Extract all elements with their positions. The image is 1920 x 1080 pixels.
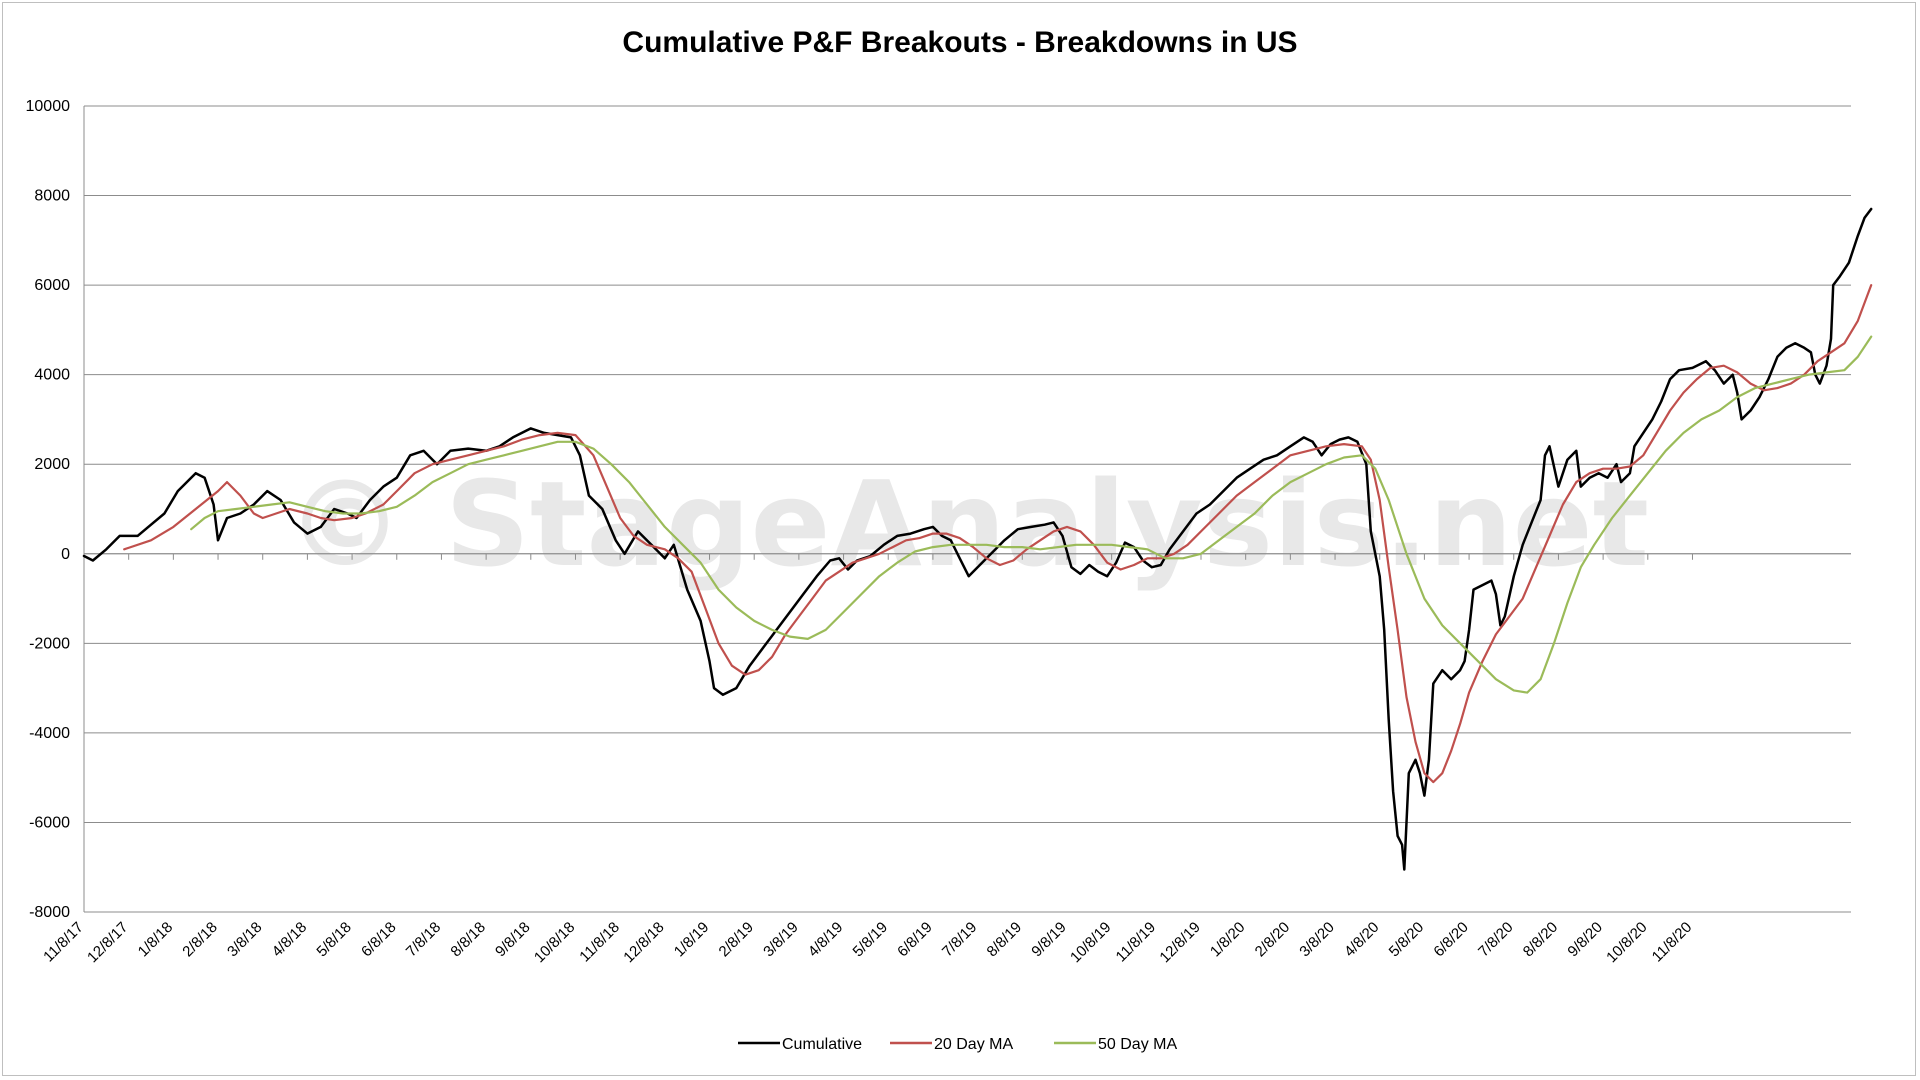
series-line-cumulative [82, 207, 1873, 871]
x-tick-label: 4/8/20 [1341, 919, 1383, 961]
x-tick-label: 3/8/19 [760, 919, 802, 961]
x-tick-label: 3/8/18 [224, 919, 266, 961]
x-tick-label: 1/8/18 [135, 919, 177, 961]
x-tick-label: 12/8/17 [84, 919, 131, 966]
y-tick-label: 8000 [34, 188, 70, 205]
x-tick-label: 5/8/19 [850, 919, 892, 961]
x-tick-label: 8/8/20 [1520, 919, 1562, 961]
y-tick-label: -8000 [29, 904, 70, 921]
x-tick-label: 11/8/19 [1113, 919, 1160, 966]
legend-label: Cumulative [782, 1036, 862, 1053]
x-tick-label: 7/8/18 [403, 919, 445, 961]
x-tick-label: 11/8/18 [576, 919, 623, 966]
x-tick-label: 11/8/17 [40, 919, 87, 966]
chart-title: Cumulative P&F Breakouts - Breakdowns in… [622, 26, 1298, 59]
x-tick-label: 2/8/20 [1252, 919, 1294, 961]
y-tick-label: -6000 [29, 814, 70, 831]
y-tick-label: 10000 [26, 98, 71, 115]
series-line-20-day-ma [123, 284, 1873, 784]
x-tick-label: 12/8/19 [1156, 919, 1203, 966]
x-tick-label: 4/8/19 [805, 919, 847, 961]
x-tick-label: 2/8/18 [179, 919, 221, 961]
x-tick-label: 11/8/20 [1649, 919, 1696, 966]
x-tick-label: 5/8/18 [313, 919, 355, 961]
x-tick-label: 8/8/18 [447, 919, 489, 961]
x-tick-label: 9/8/18 [492, 919, 534, 961]
x-tick-label: 3/8/20 [1296, 919, 1338, 961]
legend-label: 50 Day MA [1098, 1036, 1177, 1053]
legend-label: 20 Day MA [934, 1036, 1013, 1053]
x-tick-label: 7/8/19 [939, 919, 981, 961]
x-tick-label: 4/8/18 [269, 919, 311, 961]
y-tick-label: -4000 [29, 725, 70, 742]
x-tick-label: 7/8/20 [1475, 919, 1517, 961]
y-tick-label: 2000 [34, 456, 70, 473]
x-tick-label: 10/8/18 [531, 919, 578, 966]
y-tick-label: 6000 [34, 277, 70, 294]
y-tick-label: 4000 [34, 367, 70, 384]
watermark-text: © StageAnalysis.net [286, 455, 1649, 593]
x-tick-label: 2/8/19 [716, 919, 758, 961]
x-tick-label: 10/8/20 [1603, 919, 1650, 966]
y-tick-label: -2000 [29, 635, 70, 652]
x-tick-label: 5/8/20 [1386, 919, 1428, 961]
x-tick-label: 6/8/20 [1430, 919, 1472, 961]
x-tick-label: 6/8/19 [894, 919, 936, 961]
x-tick-label: 9/8/20 [1564, 919, 1606, 961]
x-tick-label: 12/8/18 [620, 919, 667, 966]
x-tick-label: 1/8/19 [671, 919, 713, 961]
x-tick-label: 1/8/20 [1207, 919, 1249, 961]
x-tick-label: 6/8/18 [358, 919, 400, 961]
series-line-50-day-ma [190, 335, 1873, 694]
x-tick-label: 10/8/19 [1067, 919, 1114, 966]
x-tick-label: 8/8/19 [984, 919, 1026, 961]
y-tick-label: 0 [61, 546, 70, 563]
x-tick-label: 9/8/19 [1028, 919, 1070, 961]
